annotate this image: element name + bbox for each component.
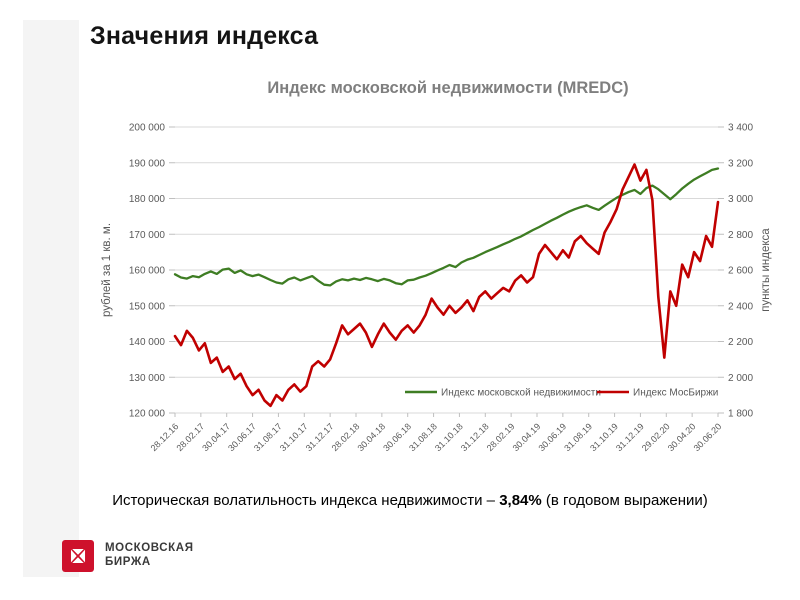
right-axis-tick-label: 2 200 (728, 337, 753, 348)
left-axis-tick-label: 160 000 (129, 266, 166, 277)
volatility-note: Историческая волатильность индекса недви… (0, 492, 800, 509)
left-axis-tick-label: 130 000 (129, 373, 166, 384)
right-axis-tick-label: 3 000 (728, 194, 753, 205)
moex-logo-text: МОСКОВСКАЯ БИРЖА (105, 542, 194, 570)
volatility-value: 3,84% (499, 492, 542, 509)
moex-logo-line1: МОСКОВСКАЯ (105, 542, 194, 555)
chart: 200 000 3 400 190 000 3 200 180 000 3 000 170 … (101, 123, 772, 454)
volatility-note-prefix: Историческая волатильность индекса недви… (112, 492, 500, 509)
right-axis-tick-label: 2 800 (728, 230, 753, 241)
right-axis-tick-label: 3 400 (728, 123, 753, 134)
volatility-note-suffix: (в годовом выражении) (541, 492, 708, 509)
legend-label-1: Индекс МосБиржи (633, 388, 718, 399)
left-axis-tick-label: 190 000 (129, 158, 166, 169)
right-axis-tick-label: 2 400 (728, 301, 753, 312)
left-axis-tick-label: 140 000 (129, 337, 166, 348)
right-axis-tick-label: 1 800 (728, 409, 753, 420)
left-axis-tick-label: 120 000 (129, 409, 166, 420)
slide-accent-strip (23, 20, 79, 577)
left-axis-tick-label: 180 000 (129, 194, 166, 205)
right-axis-tick-label: 2 600 (728, 266, 753, 277)
right-axis-tick-label: 3 200 (728, 158, 753, 169)
moex-logo: МОСКОВСКАЯ БИРЖА (62, 540, 194, 572)
left-axis-tick-label: 150 000 (129, 301, 166, 312)
x-axis-tick-label: 30.06.20 (692, 421, 724, 453)
left-axis-title: рублей за 1 кв. м. (101, 223, 113, 317)
chart-title: Индекс московской недвижимости (MREDC) (267, 79, 629, 97)
series-line-0 (173, 167, 720, 287)
page-title: Значения индекса (90, 22, 319, 50)
right-axis-title: пункты индекса (760, 228, 772, 312)
moex-logo-line2: БИРЖА (105, 556, 151, 568)
legend-label-0: Индекс московской недвижимости (441, 388, 601, 399)
moex-logo-icon (62, 540, 94, 572)
series-line-1 (173, 163, 720, 408)
right-axis-tick-label: 2 000 (728, 373, 753, 384)
left-axis-tick-label: 200 000 (129, 123, 166, 134)
left-axis-tick-label: 170 000 (129, 230, 166, 241)
